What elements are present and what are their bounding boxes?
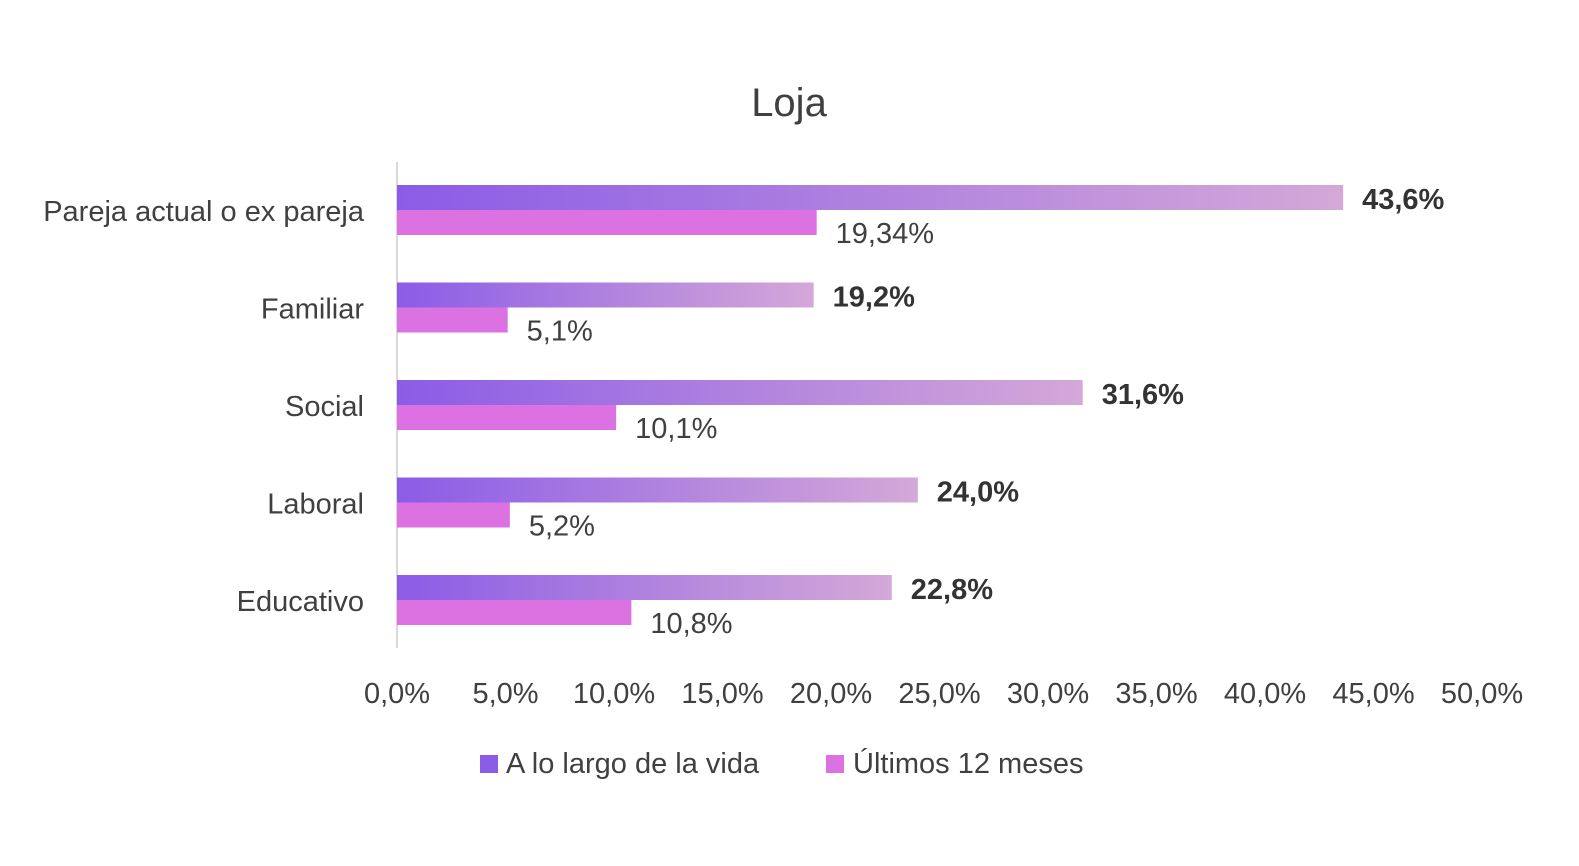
- data-label-lifetime-laboral: 24,0%: [937, 477, 1019, 509]
- bar-last-12-months-familiar: [397, 308, 508, 333]
- bar-lifetime-educativo: [397, 575, 892, 600]
- category-label-laboral: Laboral: [267, 489, 364, 521]
- legend-swatch-last-12-months: [826, 755, 844, 773]
- bar-last-12-months-educativo: [397, 600, 631, 625]
- category-labels: Pareja actual o ex pareja Familiar Social L…: [43, 196, 365, 618]
- x-tick-label: 50,0%: [1441, 678, 1523, 710]
- x-tick-labels: 0,0% 5,0% 10,0% 15,0% 20,0% 25,0% 30,0% 35,0% 40…: [364, 678, 1523, 710]
- x-tick-label: 45,0%: [1332, 678, 1414, 710]
- data-label-last-12-months-familiar: 5,1%: [527, 316, 593, 348]
- x-tick-label: 30,0%: [1007, 678, 1089, 710]
- data-label-last-12-months-pareja-actual-o-ex-pareja: 19,34%: [836, 218, 934, 250]
- bar-last-12-months-laboral: [397, 503, 510, 528]
- bar-lifetime-familiar: [397, 283, 814, 308]
- bar-lifetime-pareja-actual-o-ex-pareja: [397, 185, 1343, 210]
- bar-last-12-months-social: [397, 405, 616, 430]
- data-label-lifetime-pareja-actual-o-ex-pareja: 43,6%: [1362, 184, 1444, 216]
- data-label-last-12-months-educativo: 10,8%: [650, 608, 732, 640]
- category-label-educativo: Educativo: [237, 586, 364, 618]
- x-tick-label: 5,0%: [472, 678, 538, 710]
- bar-last-12-months-pareja-actual-o-ex-pareja: [397, 210, 817, 235]
- x-tick-label: 20,0%: [790, 678, 872, 710]
- data-label-lifetime-familiar: 19,2%: [833, 282, 915, 314]
- category-label-pareja-actual-o-ex-pareja: Pareja actual o ex pareja: [43, 196, 365, 228]
- bar-lifetime-laboral: [397, 478, 918, 503]
- data-label-lifetime-educativo: 22,8%: [911, 574, 993, 606]
- x-tick-label: 10,0%: [573, 678, 655, 710]
- x-tick-label: 15,0%: [681, 678, 763, 710]
- bar-lifetime-social: [397, 380, 1083, 405]
- data-label-last-12-months-laboral: 5,2%: [529, 511, 595, 543]
- category-label-social: Social: [285, 391, 364, 423]
- data-label-last-12-months-social: 10,1%: [635, 413, 717, 445]
- data-label-lifetime-social: 31,6%: [1102, 379, 1184, 411]
- x-tick-label: 25,0%: [898, 678, 980, 710]
- legend: A lo largo de la vida Últimos 12 meses: [480, 747, 1083, 780]
- x-tick-label: 40,0%: [1224, 678, 1306, 710]
- legend-swatch-lifetime: [480, 755, 498, 773]
- legend-label-lifetime: A lo largo de la vida: [506, 748, 760, 780]
- plot-area: 43,6% 19,34% 19,2% 5,1% 31,6% 10,1% 24,0% 5,2% 2…: [397, 162, 1445, 648]
- chart-title: Loja: [751, 81, 827, 125]
- category-label-familiar: Familiar: [261, 294, 364, 326]
- legend-label-last-12-months: Últimos 12 meses: [853, 747, 1083, 780]
- x-tick-label: 35,0%: [1115, 678, 1197, 710]
- x-tick-label: 0,0%: [364, 678, 430, 710]
